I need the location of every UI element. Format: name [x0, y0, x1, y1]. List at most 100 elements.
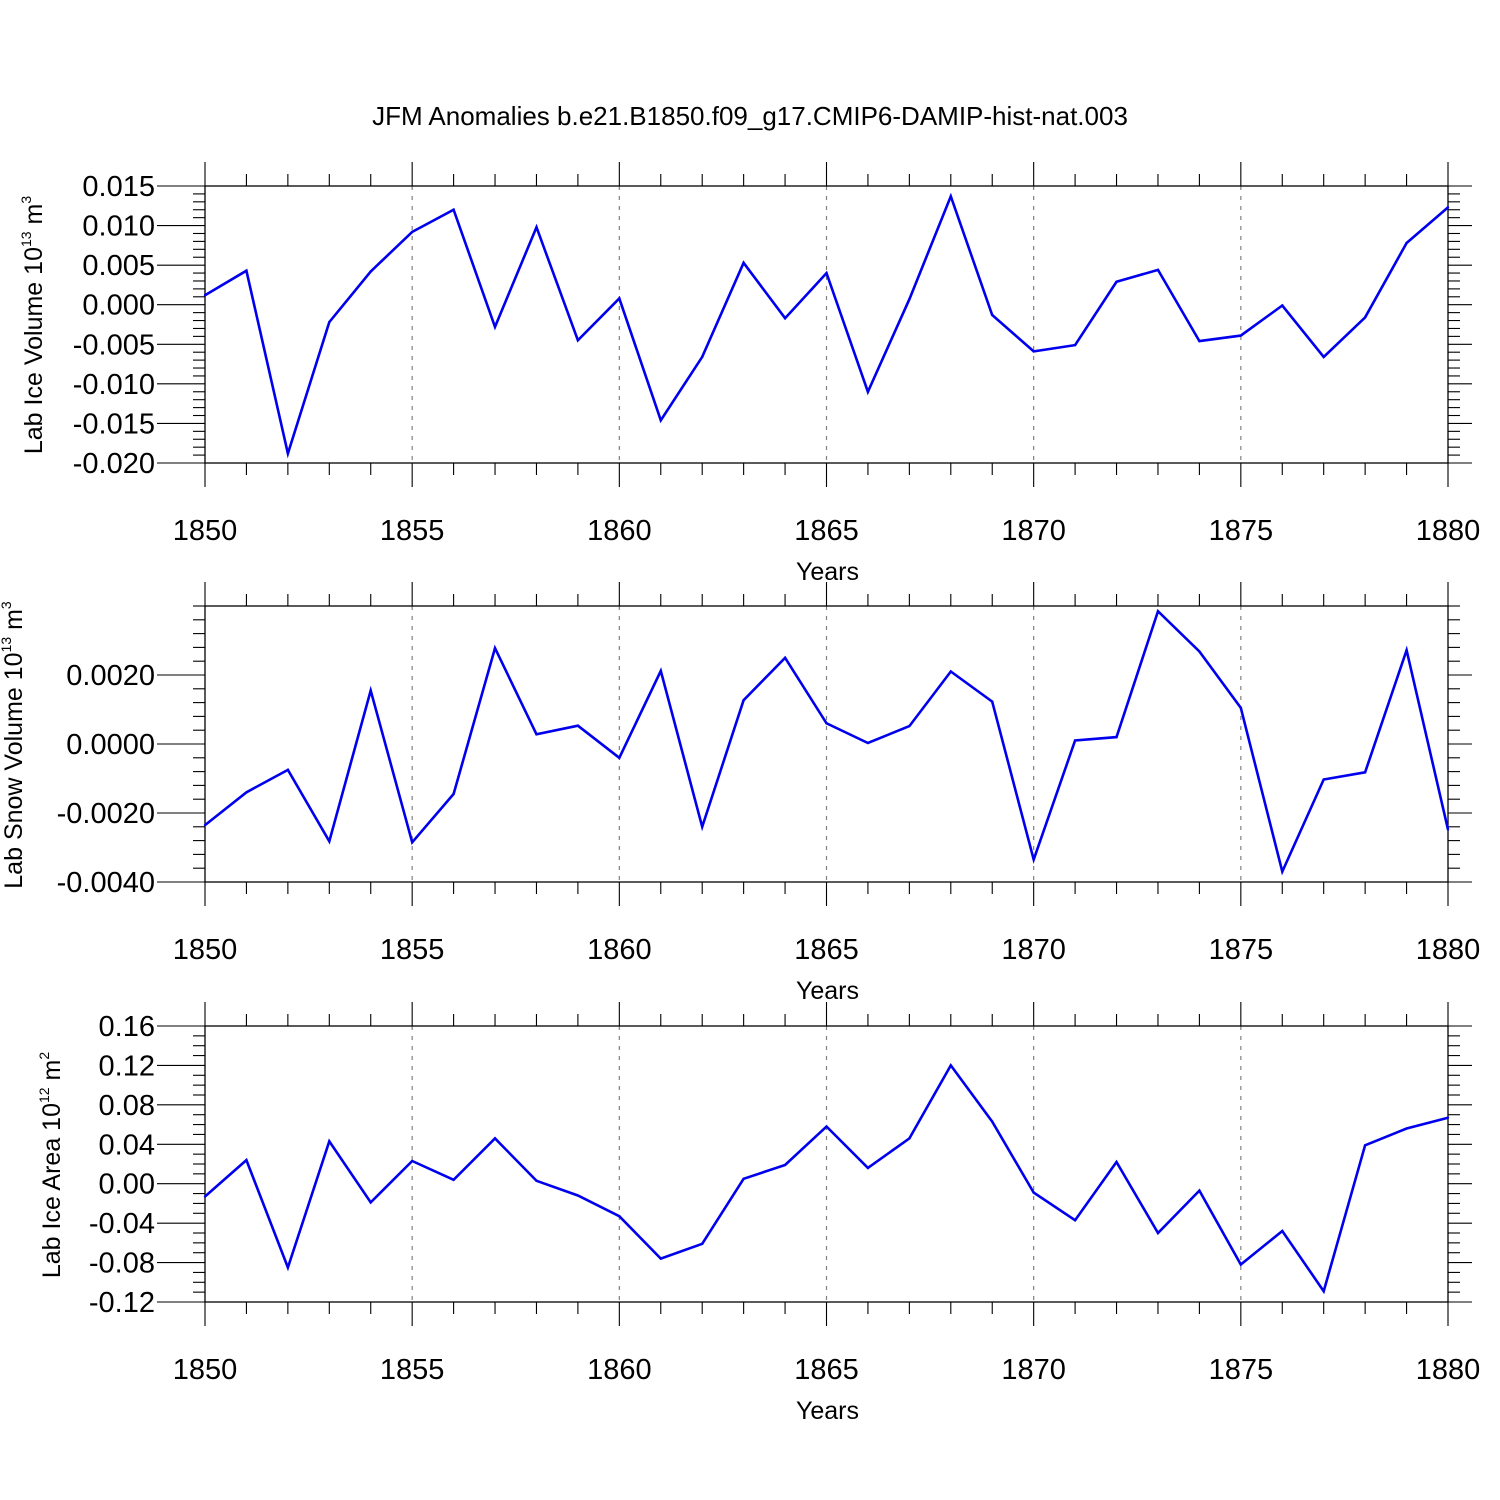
- data-point: [493, 646, 497, 650]
- data-point: [866, 390, 870, 393]
- x-tick-label: 1855: [380, 934, 445, 966]
- data-point: [1363, 1144, 1367, 1147]
- data-point: [1115, 280, 1118, 283]
- data-point: [1156, 1231, 1160, 1235]
- data-point: [949, 670, 952, 673]
- y-tick-label: 0.010: [82, 211, 155, 243]
- data-point: [949, 195, 952, 198]
- y-tick-label: 0.08: [99, 1090, 155, 1122]
- panel-3: -0.12 -0.08 -0.04 0.00 0.04 0.08 0.12 0.16 1850 1…: [36, 1002, 1480, 1425]
- y-tick-label: 0.04: [99, 1129, 155, 1161]
- data-point: [1281, 870, 1284, 873]
- x-axis-label: Years: [796, 558, 859, 586]
- x-tick-label: 1880: [1416, 515, 1481, 547]
- data-point: [618, 297, 621, 300]
- y-tick-label: -0.0020: [57, 798, 155, 830]
- x-tick-label: 1865: [794, 934, 859, 966]
- y-tick-label: 0.0020: [66, 660, 155, 692]
- x-tick-label: 1875: [1209, 934, 1274, 966]
- y-tick-label: -0.010: [73, 369, 155, 401]
- y-axis-label: Lab Ice Area 1012 m2: [36, 1052, 66, 1279]
- data-point: [328, 840, 331, 843]
- data-point: [452, 208, 455, 211]
- data-point: [576, 1194, 580, 1197]
- data-point: [1405, 648, 1408, 652]
- x-axis-label: Years: [796, 1397, 859, 1425]
- data-point: [1032, 1191, 1035, 1194]
- x-tick-label: 1850: [173, 934, 238, 966]
- data-point: [1405, 1127, 1408, 1130]
- data-point: [659, 419, 662, 422]
- data-point: [742, 261, 745, 264]
- data-point: [1322, 778, 1325, 781]
- y-tick-label: 0.12: [99, 1050, 155, 1082]
- x-tick-label: 1870: [1001, 1354, 1066, 1386]
- data-point: [452, 1178, 455, 1181]
- data-point: [908, 297, 911, 301]
- data-point: [1073, 1218, 1077, 1222]
- data-point: [991, 700, 994, 703]
- x-axis-label: Years: [796, 977, 859, 1005]
- y-tick-label: -0.005: [73, 329, 155, 361]
- data-point: [452, 792, 455, 796]
- data-point: [410, 230, 414, 234]
- x-tick-label: 1870: [1001, 515, 1066, 547]
- y-tick-label: -0.015: [73, 408, 155, 440]
- data-point: [1239, 706, 1243, 709]
- data-point: [1239, 1263, 1243, 1266]
- x-tick-label: 1855: [380, 515, 445, 547]
- data-point: [1115, 735, 1118, 739]
- data-point: [949, 1064, 952, 1067]
- data-point: [783, 1163, 787, 1167]
- x-tick-label: 1860: [587, 515, 652, 547]
- y-tick-label: -0.0040: [57, 867, 155, 899]
- data-point: [1198, 650, 1201, 653]
- data-point: [369, 270, 372, 273]
- data-point: [410, 841, 414, 844]
- data-point: [410, 1159, 414, 1163]
- x-tick-label: 1865: [794, 1354, 859, 1386]
- data-point: [825, 722, 828, 725]
- data-point: [866, 741, 870, 745]
- data-point: [825, 271, 828, 275]
- series-line: [204, 192, 1449, 459]
- data-point: [825, 1125, 828, 1128]
- data-point: [1115, 1160, 1118, 1164]
- data-point: [1032, 858, 1035, 861]
- data-point: [369, 1201, 372, 1204]
- data-point: [783, 656, 787, 659]
- y-tick-label: 0.015: [82, 171, 155, 203]
- data-point: [493, 1137, 497, 1140]
- y-tick-label: 0.0000: [66, 729, 155, 761]
- data-point: [701, 1242, 704, 1246]
- data-point: [866, 1166, 870, 1170]
- x-tick-label: 1870: [1001, 934, 1066, 966]
- data-point: [1446, 1116, 1450, 1119]
- y-tick-label: -0.020: [73, 448, 155, 480]
- x-tick-label: 1865: [794, 515, 859, 547]
- data-point: [245, 791, 248, 794]
- x-tick-label: 1860: [587, 1354, 652, 1386]
- chart-title: JFM Anomalies b.e21.B1850.f09_g17.CMIP6-…: [372, 101, 1128, 131]
- data-point: [742, 1177, 745, 1180]
- panel-2: -0.0040 -0.0020 0.0000 0.0020 1850 1855 1860 18…: [0, 582, 1480, 1005]
- y-tick-label: 0.005: [82, 250, 155, 282]
- data-point: [742, 698, 745, 702]
- data-point: [245, 269, 248, 272]
- data-point: [535, 225, 538, 229]
- data-point: [1198, 1189, 1201, 1192]
- data-point: [659, 1257, 662, 1260]
- data-point: [203, 1195, 207, 1198]
- x-tick-label: 1850: [173, 1354, 238, 1386]
- data-point: [1446, 206, 1450, 209]
- data-point: [1239, 334, 1243, 337]
- data-point: [1281, 1229, 1284, 1233]
- data-point: [245, 1158, 248, 1162]
- data-point: [1363, 771, 1367, 774]
- data-point: [783, 316, 787, 320]
- data-point: [535, 733, 538, 736]
- data-point: [328, 1140, 331, 1143]
- data-point: [659, 669, 662, 673]
- data-point: [908, 724, 911, 728]
- data-point: [908, 1137, 911, 1140]
